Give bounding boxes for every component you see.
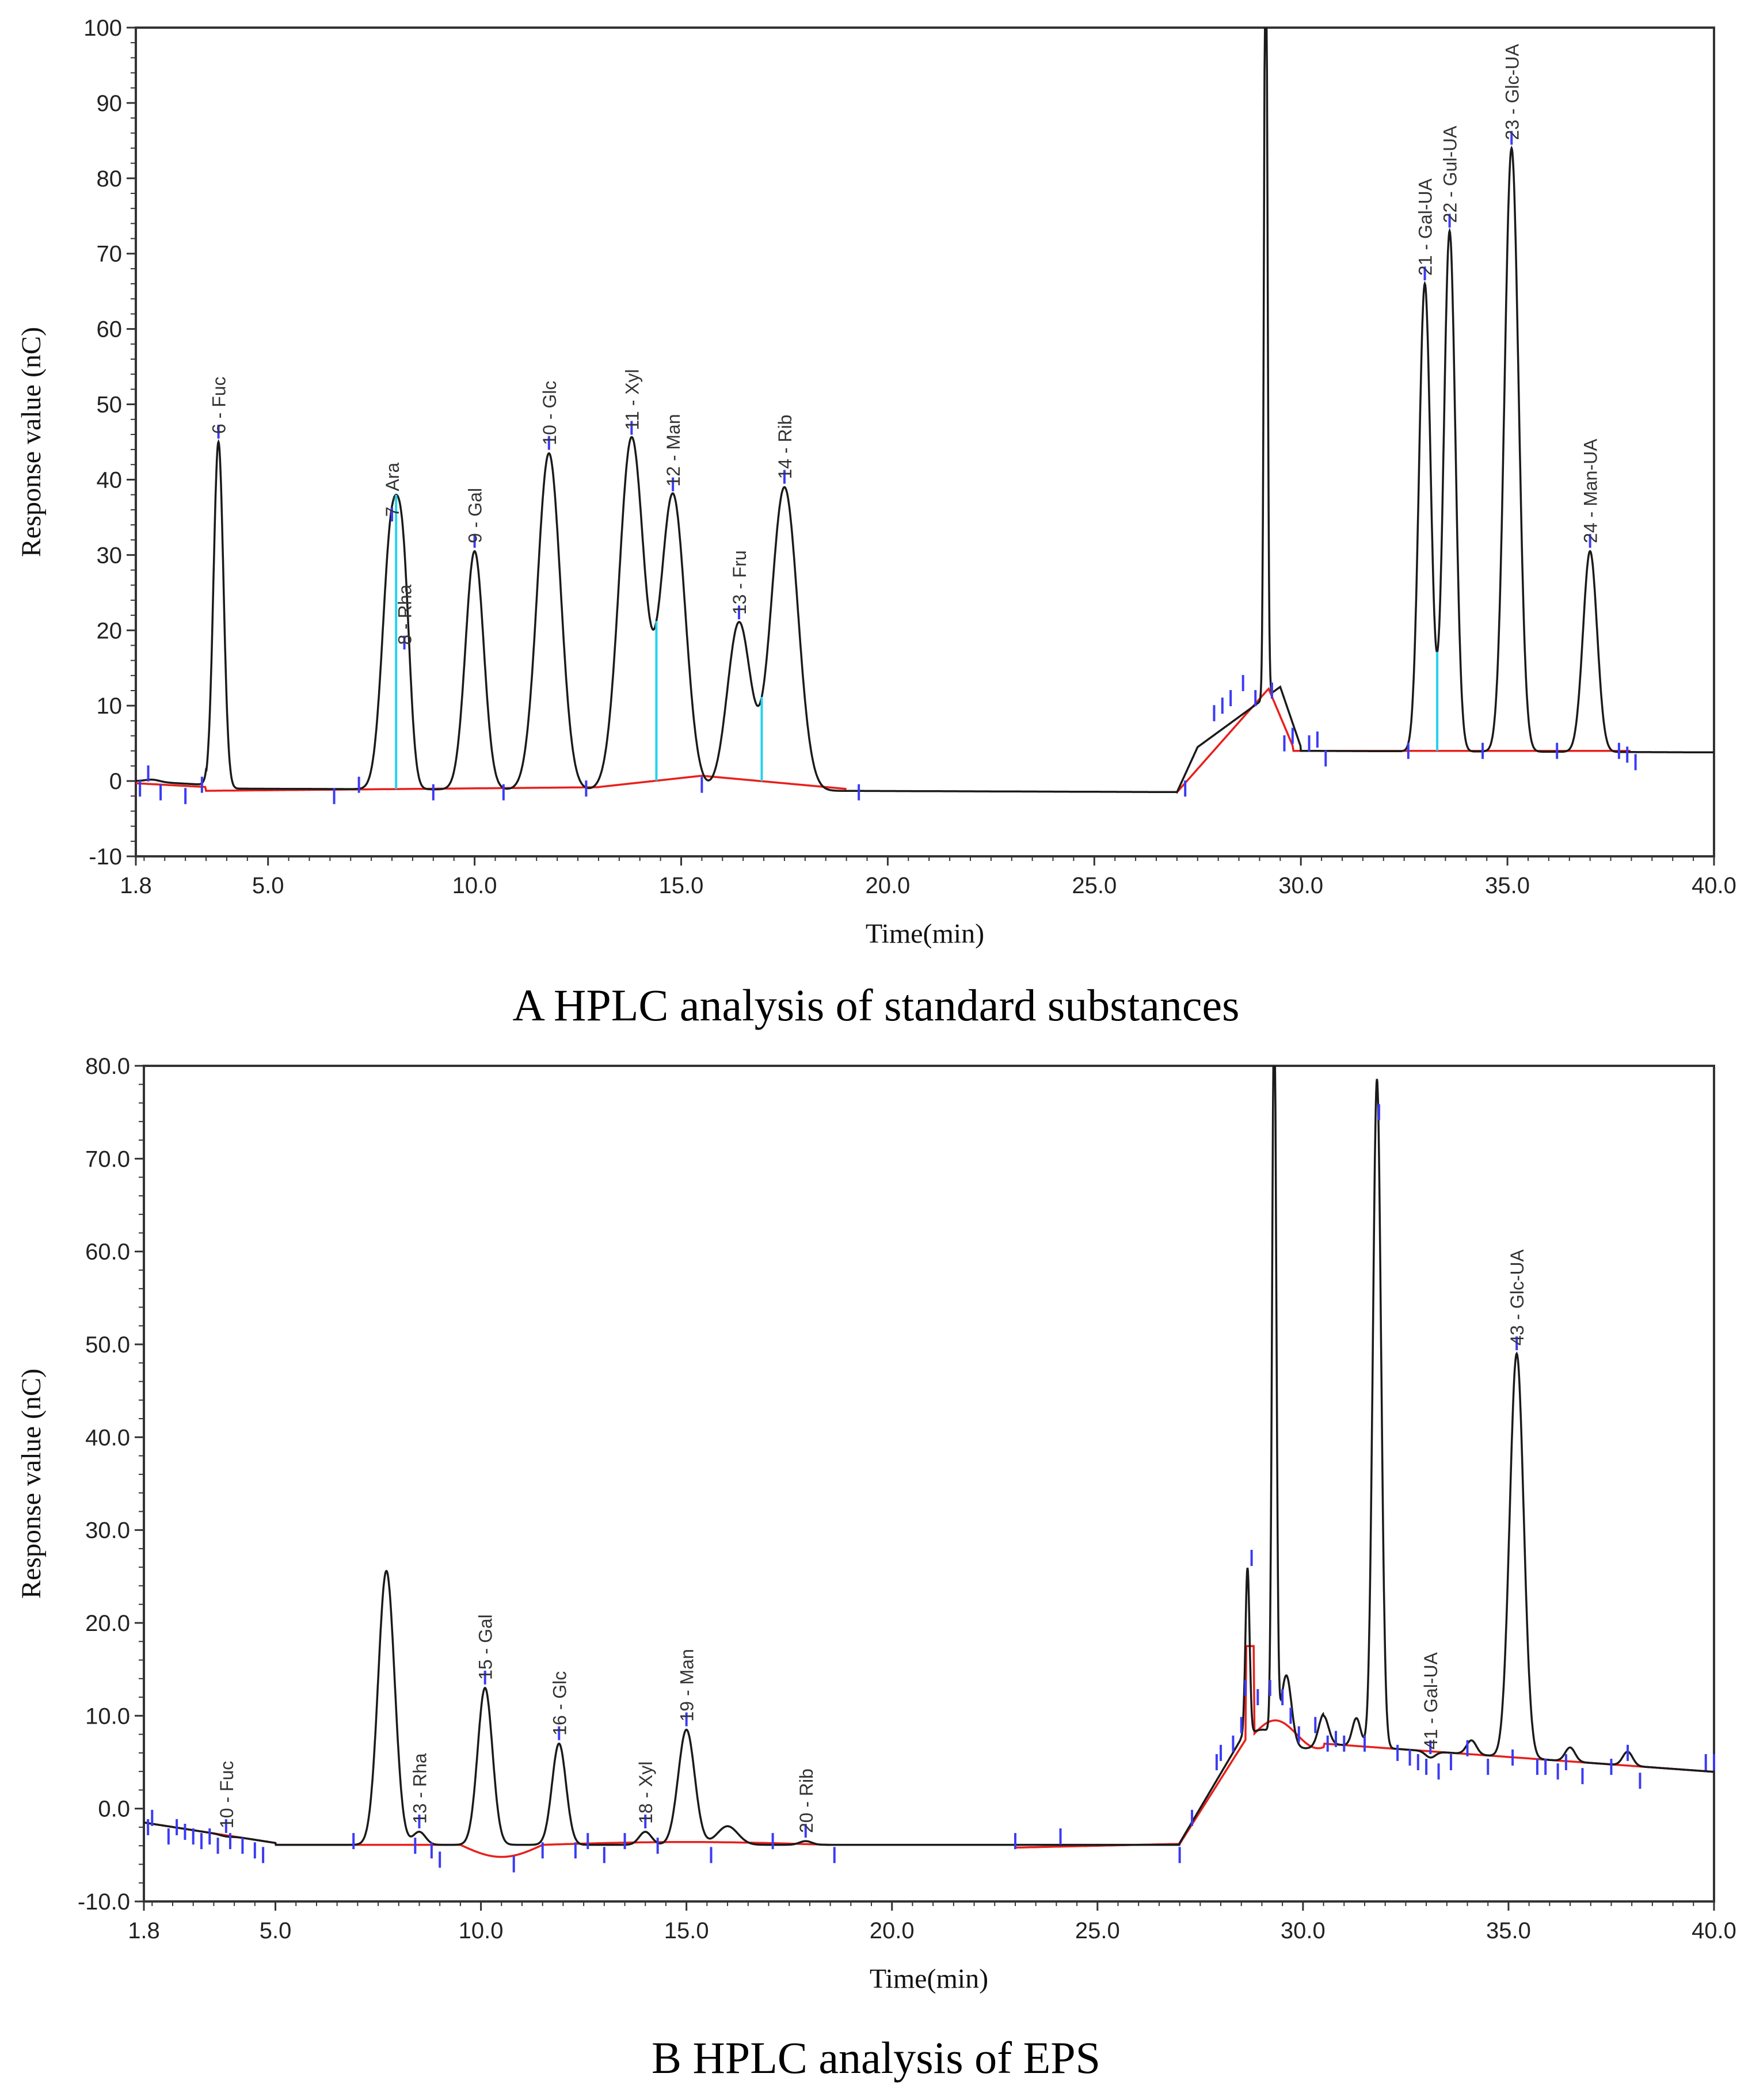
baseline-line-a (1176, 687, 1631, 792)
x-tick-label-b: 1.8 (128, 1918, 160, 1943)
peak-label-a: 12 - Man (663, 414, 684, 486)
y-tick-label-a: 90 (97, 91, 123, 116)
y-tick-label-a: 40 (97, 467, 123, 493)
x-tick-label-a: 40.0 (1692, 873, 1736, 898)
x-tick-label-a: 15.0 (659, 873, 704, 898)
peak-label-a: 11 - Xyl (622, 369, 642, 430)
peak-label-b: 18 - Xyl (635, 1762, 656, 1824)
y-tick-label-a: 100 (83, 16, 122, 41)
plot-area-a (136, 28, 1714, 794)
y-tick-label-b: 70.0 (85, 1146, 130, 1172)
y-tick-label-a: 10 (97, 693, 123, 719)
y-axis-title-b: Response value (nC) (16, 1369, 47, 1599)
y-tick-label-a: 60 (97, 317, 123, 342)
x-tick-label-b: 30.0 (1281, 1918, 1326, 1943)
x-tick-label-a: 5.0 (252, 873, 284, 898)
plot-frame-b (143, 1065, 1715, 1903)
peak-label-b: 19 - Man (677, 1649, 698, 1721)
y-tick-label-b: 80.0 (85, 1054, 130, 1079)
x-tick-label-b: 25.0 (1075, 1918, 1120, 1943)
y-tick-label-b: 10.0 (85, 1703, 130, 1729)
x-tick-label-b: 40.0 (1692, 1918, 1736, 1943)
y-tick-label-a: 30 (97, 543, 123, 568)
y-tick-label-a: 20 (97, 618, 123, 643)
peak-label-a: 13 - Fru (729, 550, 750, 615)
x-tick-label-a: 25.0 (1072, 873, 1117, 898)
y-tick-label-b: 40.0 (85, 1425, 130, 1450)
chart-a-caption: A HPLC analysis of standard substances (512, 980, 1239, 1030)
x-tick-label-a: 10.0 (452, 873, 497, 898)
y-tick-label-b: 0.0 (98, 1797, 130, 1822)
y-tick-label-a: -10 (89, 844, 122, 870)
x-tick-label-b: 10.0 (459, 1918, 504, 1943)
peak-label-a: 7 - Ara (382, 463, 403, 517)
baseline-line-b (144, 1821, 831, 1858)
peak-label-a: 9 - Gal (465, 488, 486, 543)
x-tick-label-b: 20.0 (870, 1918, 915, 1943)
x-tick-label-a: 30.0 (1278, 873, 1323, 898)
y-tick-label-b: 60.0 (85, 1240, 130, 1265)
peak-label-b: 13 - Rha (409, 1753, 430, 1824)
x-axis-title-a: Time(min) (866, 918, 984, 949)
y-tick-label-a: 80 (97, 166, 123, 192)
signal-trace-a (136, 28, 1714, 794)
plot-frame-a (135, 26, 1715, 857)
y-axis-title-a: Response value (nC) (16, 327, 47, 557)
y-tick-label-a: 0 (109, 769, 122, 794)
x-tick-label-a: 1.8 (120, 873, 152, 898)
peak-label-a: 24 - Man-UA (1580, 439, 1601, 543)
x-axis-title-b: Time(min) (870, 1964, 988, 1994)
y-tick-label-b: -10.0 (78, 1889, 130, 1915)
chart-panel-a: -10 0 10 20 30 40 50 60 70 80 90 100 1.8 5.0 10.0 15.0 2… (16, 16, 1736, 949)
y-tick-label-b: 20.0 (85, 1611, 130, 1636)
peak-label-b: 10 - Fuc (216, 1761, 237, 1828)
peak-label-a: 23 - Glc-UA (1502, 44, 1522, 140)
peak-label-a: 21 - Gal-UA (1415, 178, 1436, 276)
y-tick-label-b: 50.0 (85, 1332, 130, 1358)
peak-label-a: 6 - Fuc (209, 376, 230, 434)
peak-label-a: 14 - Rib (775, 414, 795, 479)
peak-label-a: 22 - Gul-UA (1440, 125, 1461, 223)
peak-label-a: 8 - Rha (395, 584, 416, 645)
x-tick-label-b: 35.0 (1486, 1918, 1531, 1943)
baseline-line-a (136, 775, 847, 792)
chart-b-caption: B HPLC analysis of EPS (652, 2033, 1100, 2083)
plot-area-b (144, 1066, 1714, 1858)
x-tick-label-b: 15.0 (664, 1918, 709, 1943)
x-tick-label-a: 35.0 (1485, 873, 1530, 898)
signal-trace-b (144, 1066, 1714, 1846)
peak-label-a: 10 - Glc (539, 381, 560, 445)
x-tick-label-b: 5.0 (260, 1918, 292, 1943)
peak-label-b: 15 - Gal (475, 1614, 496, 1680)
y-tick-label-a: 70 (97, 242, 123, 267)
x-tick-label-a: 20.0 (865, 873, 910, 898)
peak-label-b: 41 - Gal-UA (1420, 1652, 1441, 1750)
peak-label-b: 20 - Rib (796, 1769, 817, 1833)
peak-label-b: 43 - Glc-UA (1507, 1249, 1528, 1346)
peak-label-b: 16 - Glc (549, 1671, 570, 1736)
y-tick-label-a: 50 (97, 392, 123, 418)
y-tick-label-b: 30.0 (85, 1518, 130, 1543)
chart-panel-b: -10.0 0.0 10.0 20.0 30.0 40.0 50.0 60.0 70.0 80.0… (16, 1054, 1736, 1994)
